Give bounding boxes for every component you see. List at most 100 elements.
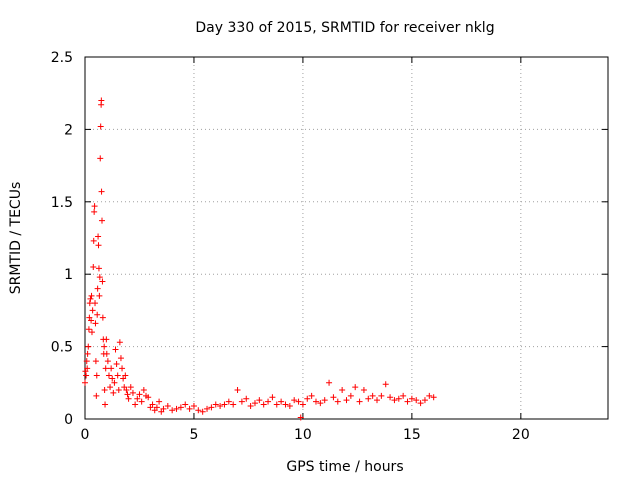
data-point (212, 401, 219, 408)
data-point (101, 343, 108, 350)
data-point (98, 188, 105, 195)
data-point (108, 365, 115, 372)
data-point (91, 203, 98, 210)
data-point (93, 372, 100, 379)
data-point (369, 392, 376, 399)
data-point (312, 398, 319, 405)
data-point (109, 375, 116, 382)
data-point (278, 398, 285, 405)
data-point (95, 265, 102, 272)
data-point (96, 292, 103, 299)
data-point (138, 398, 145, 405)
data-point (230, 401, 237, 408)
data-point (111, 379, 118, 386)
data-point (391, 397, 398, 404)
data-point (382, 381, 389, 388)
data-point (299, 401, 306, 408)
data-point (295, 398, 302, 405)
data-point (400, 392, 407, 399)
data-point (85, 326, 92, 333)
data-point (408, 395, 415, 402)
data-point (374, 397, 381, 404)
data-point (404, 398, 411, 405)
data-point (378, 392, 385, 399)
data-point (97, 123, 104, 130)
data-point (430, 394, 437, 401)
data-point (82, 379, 88, 386)
data-point (177, 404, 184, 411)
data-point (140, 387, 147, 394)
data-point (164, 402, 171, 409)
data-point (260, 401, 267, 408)
data-point (98, 97, 105, 104)
data-point (85, 343, 92, 350)
data-point (291, 397, 298, 404)
data-point (84, 350, 91, 357)
data-point (95, 242, 102, 249)
data-point (103, 336, 110, 343)
data-point (334, 398, 341, 405)
data-point (308, 392, 315, 399)
data-point (413, 397, 420, 404)
data-point (247, 402, 254, 409)
data-point (426, 392, 433, 399)
data-point (83, 358, 90, 365)
data-point (93, 392, 100, 399)
data-point (156, 398, 163, 405)
data-point (124, 391, 131, 398)
data-point (97, 155, 104, 162)
data-point (297, 414, 304, 421)
data-point (317, 400, 324, 407)
data-point (134, 395, 141, 402)
data-point (286, 402, 293, 409)
x-axis-label: GPS time / hours (286, 459, 403, 475)
data-point (149, 401, 156, 408)
data-point (356, 398, 363, 405)
data-point (103, 350, 110, 357)
y-tick-label: 0 (64, 412, 73, 428)
y-tick-label: 1.5 (51, 195, 73, 211)
data-point (114, 372, 121, 379)
data-point (421, 397, 428, 404)
data-point (92, 300, 99, 307)
data-point (387, 394, 394, 401)
data-point (169, 407, 176, 414)
x-tick-label: 0 (81, 427, 90, 443)
data-point (417, 400, 424, 407)
data-point (119, 365, 126, 372)
x-tick-label: 5 (189, 427, 198, 443)
data-point (94, 311, 101, 318)
data-point (221, 401, 228, 408)
data-point (199, 408, 206, 415)
data-point (204, 405, 211, 412)
data-point (186, 405, 193, 412)
data-point (256, 397, 263, 404)
data-point (99, 278, 106, 285)
data-point (102, 365, 109, 372)
data-point (132, 401, 139, 408)
data-point (269, 394, 276, 401)
data-point (326, 379, 333, 386)
data-point (102, 401, 109, 408)
data-point (129, 389, 136, 396)
data-point (84, 365, 91, 372)
data-point (217, 402, 224, 409)
data-point (89, 307, 96, 314)
data-point (99, 314, 106, 321)
data-point (91, 208, 98, 215)
data-point (123, 387, 130, 394)
data-point (208, 404, 215, 411)
data-point (265, 398, 272, 405)
x-tick-label: 10 (294, 427, 312, 443)
data-point (153, 404, 160, 411)
data-point (113, 360, 120, 367)
data-point (101, 387, 108, 394)
data-point (105, 372, 112, 379)
data-point (87, 295, 94, 302)
data-point (343, 397, 350, 404)
data-point (145, 394, 152, 401)
data-point (125, 395, 132, 402)
data-point (83, 372, 90, 379)
data-point (347, 392, 354, 399)
